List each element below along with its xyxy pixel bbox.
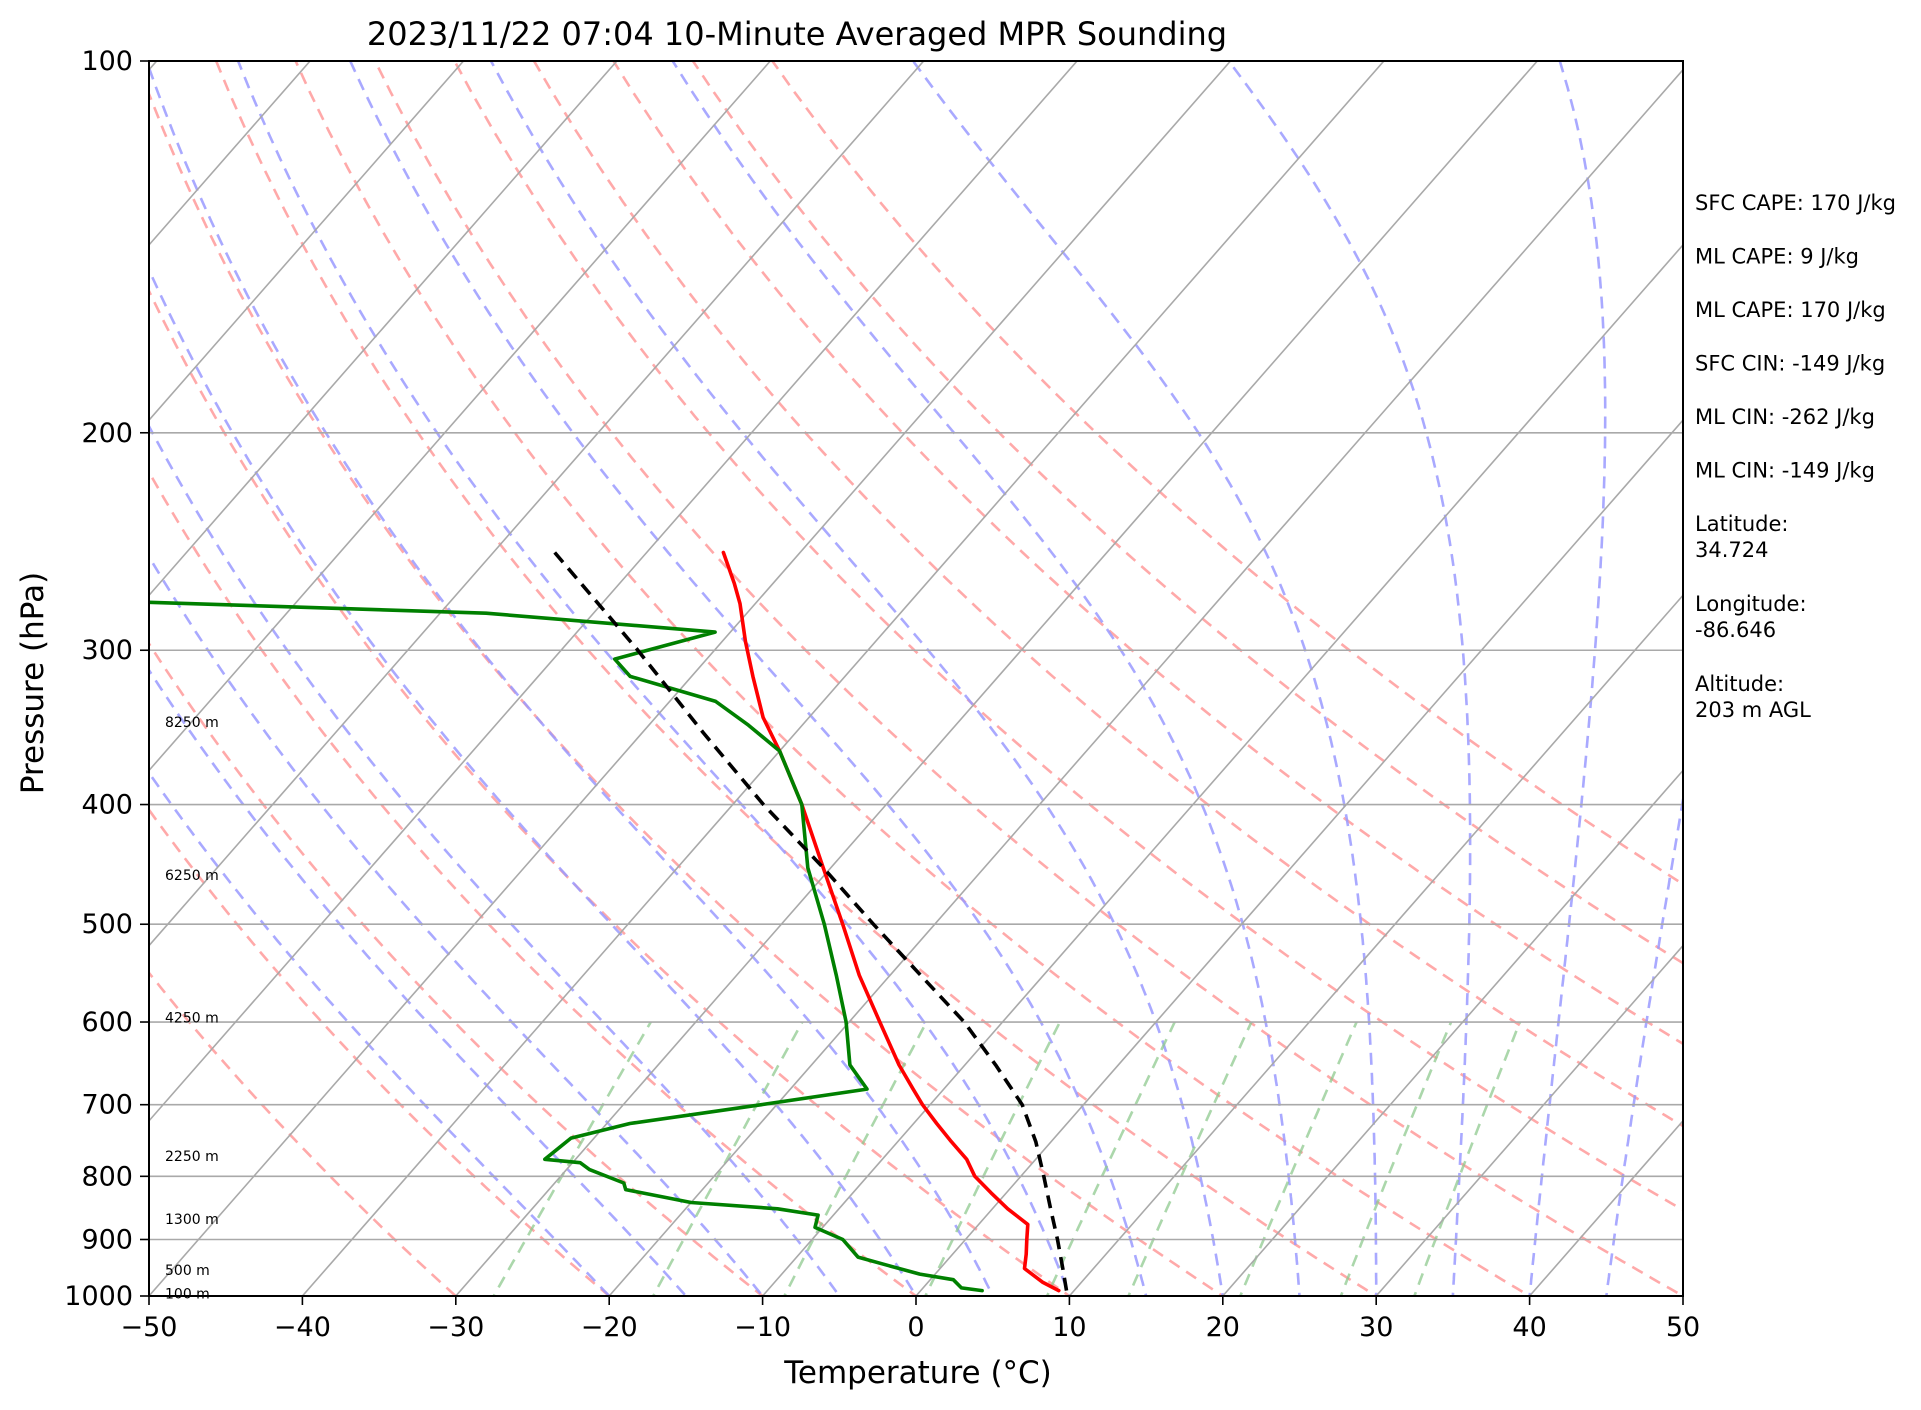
isotherm-line (149, 61, 1079, 1123)
dry-adiabat-1 (149, 807, 612, 1296)
dry-adiabat-2 (149, 641, 765, 1296)
annotation-text: SFC CAPE: 170 J/kg (1695, 191, 1896, 215)
dry-adiabat-6 (214, 61, 1379, 1296)
isotherm-line (1375, 944, 1683, 1296)
mixing-ratio-line-0 (492, 1021, 652, 1296)
height-label: 1300 m (165, 1212, 219, 1228)
x-tick-label: 0 (907, 1312, 924, 1343)
moist-adiabat-8 (489, 61, 1225, 1296)
y-tick-label: 600 (81, 1007, 133, 1038)
isotherm-line (454, 61, 1539, 1296)
height-label: 6250 m (165, 868, 219, 884)
mixing-ratio-line-4 (1045, 1021, 1176, 1296)
mixing-ratio-line-2 (782, 1021, 928, 1296)
plot-frame (140, 60, 1684, 1305)
x-tick-label: −10 (734, 1312, 791, 1343)
dry-adiabat-8 (373, 61, 1683, 1296)
y-tick-label: 400 (81, 790, 133, 821)
x-tick-label: −30 (427, 1312, 484, 1343)
y-tick-label: 500 (81, 909, 133, 940)
moist-adiabat-5 (149, 63, 995, 1296)
y-tick-label: 100 (81, 46, 133, 77)
moist-adiabat-2 (149, 554, 765, 1296)
height-label: 4250 m (165, 1011, 219, 1027)
dry-adiabat-5 (149, 90, 1226, 1296)
reference-lines (149, 61, 1683, 1296)
annotation-text: ML CAPE: 170 J/kg (1695, 298, 1886, 322)
isotherm-line (1221, 769, 1683, 1296)
isotherm-line (761, 243, 1683, 1296)
isotherm-line (1068, 594, 1683, 1296)
x-tick-label: 20 (1206, 1312, 1240, 1343)
x-tick-label: 10 (1052, 1312, 1086, 1343)
dry-adiabat-0 (149, 970, 458, 1296)
height-label: 500 m (165, 1263, 210, 1279)
moist-adiabat-10 (911, 61, 1378, 1296)
x-tick-label: −40 (274, 1312, 331, 1343)
y-axis-label: Pressure (hPa) (15, 572, 51, 794)
mixing-ratio-line-8 (1413, 1021, 1522, 1296)
y-tick-label: 200 (81, 418, 133, 449)
mixing-ratio-line-3 (923, 1021, 1062, 1296)
y-tick-label: 800 (81, 1161, 133, 1192)
x-axis-label: Temperature (°C) (783, 1355, 1052, 1391)
moist-adiabat-11 (1227, 61, 1472, 1296)
annotation-text: ML CAPE: 9 J/kg (1695, 245, 1859, 269)
isotherm-line (149, 61, 772, 772)
y-tick-label: 900 (81, 1224, 133, 1255)
annotation-text: SFC CIN: -149 J/kg (1695, 352, 1885, 376)
isotherm-line (149, 61, 618, 597)
series-line-2 (553, 551, 1069, 1291)
series-line-1 (149, 600, 984, 1293)
y-tick-label: 300 (81, 635, 133, 666)
annotation-text: Altitude: 203 m AGL (1695, 672, 1811, 722)
mixing-ratio-line-5 (1127, 1021, 1253, 1296)
isotherm-line (914, 418, 1683, 1296)
moist-adiabat-6 (236, 61, 1071, 1296)
isotherm-line (301, 61, 1385, 1296)
dry-adiabat-7 (294, 61, 1533, 1296)
x-tick-label: 50 (1666, 1312, 1700, 1343)
moist-adiabat-3 (149, 423, 841, 1296)
moist-adiabat-7 (349, 61, 1148, 1296)
annotation-text: Longitude: -86.646 (1695, 592, 1807, 642)
height-label: 8250 m (165, 715, 219, 731)
annotation-text: ML CIN: -149 J/kg (1695, 459, 1875, 483)
dry-adiabat-11 (611, 61, 1683, 1046)
moist-adiabat-9 (671, 61, 1301, 1296)
x-tick-label: 40 (1512, 1312, 1546, 1343)
height-label: 2250 m (165, 1149, 219, 1165)
x-tick-label: −50 (121, 1312, 178, 1343)
moist-adiabat-4 (149, 266, 918, 1296)
mixing-ratio-line-6 (1238, 1021, 1358, 1296)
isotherm-line (149, 61, 925, 947)
y-tick-label: 700 (81, 1090, 133, 1121)
moist-adiabat-1 (149, 667, 688, 1296)
isotherm-line (149, 61, 465, 422)
height-label: 100 m (165, 1286, 210, 1302)
isotherm-line (608, 68, 1683, 1296)
dry-adiabat-9 (453, 61, 1683, 1212)
series-line-0 (721, 550, 1061, 1293)
sounding-profiles (149, 550, 1069, 1293)
y-tick-label: 1000 (64, 1281, 133, 1312)
chart-title: 2023/11/22 07:04 10-Minute Averaged MPR … (367, 15, 1227, 53)
isotherm-line (149, 61, 1232, 1296)
x-tick-label: −20 (581, 1312, 638, 1343)
x-tick-label: 30 (1359, 1312, 1393, 1343)
moist-adiabat-12 (1528, 61, 1607, 1296)
mixing-ratio-line-1 (651, 1021, 804, 1296)
dry-adiabat-12 (691, 61, 1683, 965)
annotation-text: ML CIN: -262 J/kg (1695, 405, 1875, 429)
labels: −50 −40 −30 −20 −10 0 10 20 30 40 50 1000 900 800 700 6… (64, 46, 1896, 1343)
moist-adiabat-13 (1604, 792, 1683, 1296)
dry-adiabat-10 (532, 61, 1683, 1128)
mixing-ratio-line-7 (1339, 1021, 1453, 1296)
moist-adiabat-0 (149, 770, 611, 1296)
dry-adiabat-4 (149, 288, 1072, 1296)
annotation-text: Latitude: 34.724 (1695, 512, 1789, 562)
